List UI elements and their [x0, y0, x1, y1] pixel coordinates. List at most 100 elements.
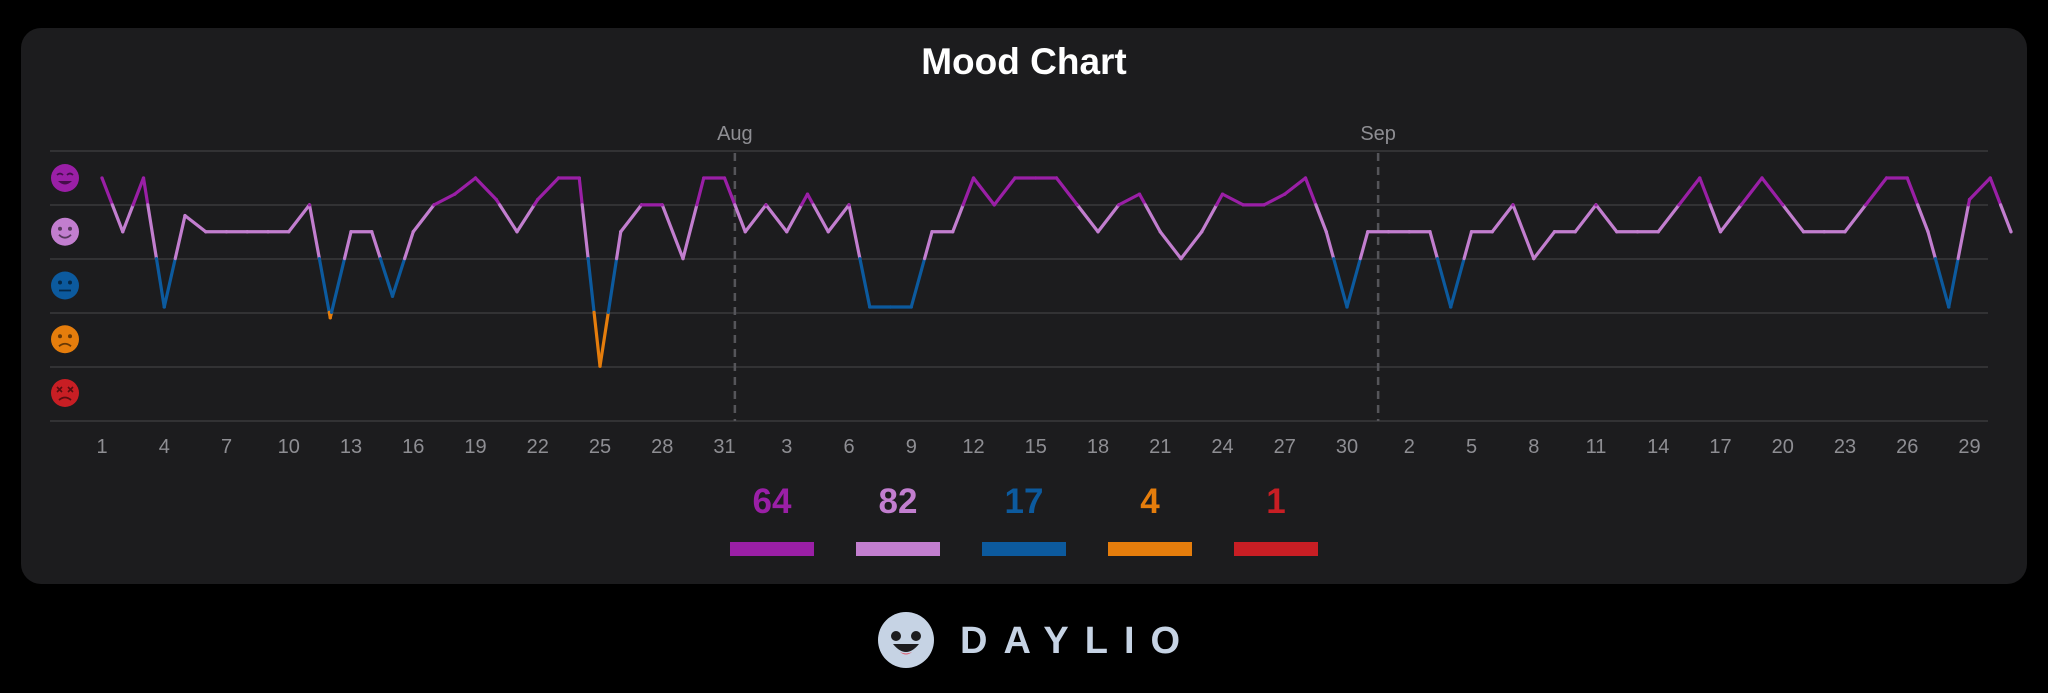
- mood-line-segment: [1358, 230, 1370, 261]
- mood-point-08-28: [1303, 176, 1308, 180]
- mood-point-08-29: [1324, 230, 1328, 234]
- bad-face-icon: [51, 325, 79, 354]
- mood-line-segment: [577, 176, 584, 207]
- mood-line-segment: [307, 203, 321, 261]
- mood-point-09-01: [1386, 230, 1391, 234]
- mood-line-segment: [598, 310, 610, 368]
- mood-point-08-31: [1366, 230, 1370, 234]
- mood-chart-card: [21, 28, 2027, 584]
- mood-line-segment: [131, 176, 146, 207]
- mood-line-segment: [1054, 176, 1079, 207]
- count-bar-rad: [730, 542, 814, 556]
- mood-line-segment: [1967, 176, 1992, 202]
- mood-point-09-07: [1511, 203, 1515, 207]
- mood-line-segment: [1158, 230, 1183, 261]
- mood-point-07-16: [411, 230, 415, 234]
- mood-point-07-17: [432, 203, 436, 207]
- mood-line-segment: [847, 203, 862, 261]
- mood-point-08-06: [847, 203, 851, 207]
- mood-point-08-27: [1283, 192, 1287, 196]
- count-good: 82: [878, 482, 918, 521]
- mood-point-09-28: [1947, 305, 1951, 309]
- awful-face-icon: [51, 379, 79, 407]
- mood-point-undefined: [2009, 230, 2013, 234]
- mood-line-segment: [370, 230, 382, 261]
- mood-line-segment: [992, 176, 1017, 207]
- mood-line-segment: [1345, 257, 1362, 309]
- mood-line-segment: [785, 203, 804, 234]
- mood-line-segment: [695, 176, 706, 207]
- x-tick-label: 5: [1466, 436, 1477, 458]
- mood-point-07-06: [204, 230, 208, 234]
- mood-line-segment: [1511, 203, 1536, 261]
- mood-line-segment: [811, 203, 830, 234]
- x-tick-label: 28: [651, 436, 673, 458]
- mood-line-segment: [1933, 257, 1951, 309]
- mood-point-09-10: [1573, 230, 1577, 234]
- x-tick-label: 31: [713, 436, 735, 458]
- mood-point-09-09: [1552, 230, 1557, 234]
- x-tick-label: 14: [1647, 436, 1669, 458]
- mood-point-07-19: [473, 176, 478, 180]
- brand-name: DAYLIO: [960, 620, 1197, 662]
- x-tick-label: 25: [589, 436, 611, 458]
- mood-line-segment: [909, 257, 927, 309]
- count-bad: 4: [1140, 482, 1160, 521]
- mood-line-segment: [1988, 176, 2003, 207]
- mood-point-09-11: [1594, 203, 1598, 207]
- mood-point-08-07: [868, 305, 872, 309]
- mood-line-segment: [1843, 203, 1868, 234]
- mood-point-07-05: [183, 214, 187, 218]
- mood-point-09-30: [1988, 176, 1992, 180]
- mood-line-segment: [619, 203, 644, 234]
- mood-point-09-17: [1718, 230, 1723, 234]
- mood-point-07-10: [287, 230, 291, 234]
- mood-point-07-07: [224, 230, 229, 234]
- mood-line-segment: [1594, 203, 1619, 234]
- mood-point-08-14: [1013, 176, 1017, 180]
- mood-point-07-28: [660, 203, 664, 207]
- mood-point-09-15: [1677, 203, 1681, 207]
- mood-line-segment: [681, 203, 699, 261]
- mood-line-segment: [1916, 203, 1930, 234]
- mood-line-segment: [173, 214, 187, 261]
- mood-line-segment: [606, 257, 619, 314]
- mood-point-08-09: [909, 305, 913, 309]
- x-tick-label: 18: [1087, 436, 1109, 458]
- mood-point-08-30: [1345, 305, 1349, 309]
- mood-line-segment: [1075, 203, 1100, 234]
- mood-line-segment: [614, 230, 623, 261]
- mood-line-segment: [1718, 203, 1743, 234]
- mood-point-07-30: [702, 176, 706, 180]
- x-tick-label: 23: [1834, 436, 1856, 458]
- mood-point-07-22: [536, 197, 540, 202]
- mood-line-segment: [162, 257, 177, 309]
- mood-line-segment: [764, 203, 789, 234]
- mood-point-07-27: [639, 203, 644, 207]
- mood-line-segment: [110, 203, 125, 234]
- mood-line-segment: [154, 257, 166, 309]
- mood-line-segment: [342, 230, 353, 261]
- mood-point-07-01: [100, 176, 104, 180]
- mood-line-segment: [1739, 176, 1764, 207]
- mood-point-08-19: [1117, 203, 1121, 207]
- mood-line-segment: [1283, 176, 1308, 196]
- count-bar-bad: [1108, 542, 1192, 556]
- mood-line-segment: [799, 192, 810, 207]
- mood-point-09-26: [1905, 176, 1909, 180]
- mood-line-segment: [1428, 230, 1440, 261]
- mood-line-segment: [1214, 192, 1225, 207]
- x-tick-label: 1: [96, 436, 107, 458]
- mood-point-07-24: [577, 176, 581, 180]
- mood-line-segment: [1303, 176, 1318, 207]
- mood-point-07-09: [266, 230, 270, 234]
- x-tick-label: 30: [1336, 436, 1358, 458]
- mood-point-09-21: [1801, 230, 1806, 234]
- mood-point-07-23: [556, 176, 561, 180]
- x-tick-label: 20: [1772, 436, 1794, 458]
- mood-line-segment: [1864, 176, 1889, 207]
- mood-point-08-25: [1241, 203, 1245, 207]
- mood-point-09-22: [1822, 230, 1826, 234]
- mood-line-segment: [805, 192, 816, 207]
- mood-line-segment: [1117, 192, 1142, 207]
